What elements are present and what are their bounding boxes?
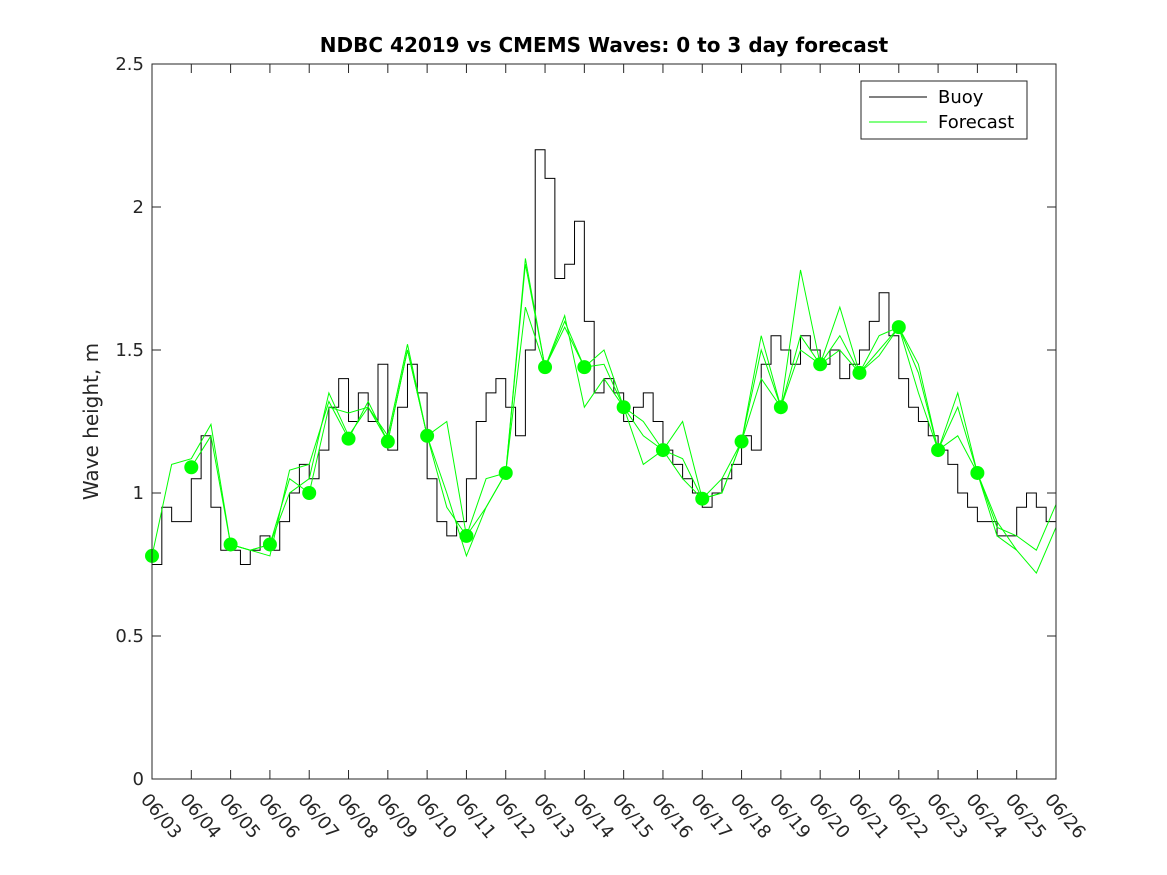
y-tick-label: 0	[133, 769, 144, 790]
forecast-analysis-point	[498, 465, 513, 480]
forecast-analysis-point	[302, 486, 317, 500]
y-tick-label: 2.5	[115, 54, 144, 75]
forecast-run-line	[702, 334, 821, 500]
y-axis-ticks: 0 0.5 1 1.5 2 2.5	[115, 54, 1056, 790]
y-tick-label: 2	[133, 197, 144, 218]
chart-title: NDBC 42019 vs CMEMS Waves: 0 to 3 day fo…	[320, 33, 889, 57]
y-tick-label: 0.5	[115, 626, 144, 647]
forecast-analysis-point	[891, 320, 906, 335]
plot-content	[145, 149, 1057, 575]
legend-box	[860, 80, 1028, 140]
forecast-analysis-point	[420, 428, 435, 443]
forecast-analysis-point	[813, 357, 828, 372]
forecast-run-line	[976, 472, 1057, 551]
axes-box	[151, 63, 1057, 780]
forecast-run-line	[466, 264, 585, 537]
legend-label-forecast: Forecast	[938, 112, 1014, 133]
forecast-analysis-point	[538, 360, 553, 375]
forecast-analysis-point	[184, 460, 199, 475]
forecast-analysis-point	[262, 537, 277, 552]
legend: Buoy Forecast	[860, 80, 1028, 140]
forecast-run-line	[662, 377, 782, 500]
y-tick-label: 1	[133, 483, 144, 504]
forecast-run-line	[426, 306, 546, 537]
forecast-run-line	[505, 258, 625, 474]
forecast-run-line	[308, 344, 428, 494]
forecast-run-line	[780, 305, 900, 408]
forecast-analysis-point	[852, 365, 867, 380]
forecast-run-line	[937, 391, 1057, 575]
forecast-analysis-point	[459, 528, 474, 543]
forecast-analysis-point	[380, 434, 395, 449]
forecast-analysis-point	[970, 465, 985, 480]
forecast-analysis-point	[773, 400, 788, 415]
forecast-run-line	[898, 326, 1017, 551]
forecast-analysis-point	[695, 491, 710, 506]
forecast-run-line	[544, 325, 664, 451]
forecast-run-line	[584, 349, 703, 500]
forecast-run-line	[819, 326, 939, 451]
legend-label-buoy: Buoy	[938, 87, 984, 108]
forecast-run-line	[741, 269, 860, 442]
forecast-analysis-point	[655, 443, 670, 458]
plot-area	[152, 64, 1056, 779]
forecast-run-line	[230, 400, 349, 557]
buoy-series-line	[152, 149, 1056, 565]
forecast-run-line	[859, 326, 978, 474]
forecast-analysis-point	[931, 443, 946, 458]
forecast-analysis-point	[616, 400, 631, 415]
y-tick-label: 1.5	[115, 340, 144, 361]
y-axis-label: Wave height, m	[79, 343, 103, 500]
forecast-analysis-point	[734, 434, 749, 449]
forecast-analysis-point	[577, 360, 592, 375]
forecast-analysis-point	[341, 431, 356, 446]
forecast-analysis-point	[223, 537, 238, 552]
